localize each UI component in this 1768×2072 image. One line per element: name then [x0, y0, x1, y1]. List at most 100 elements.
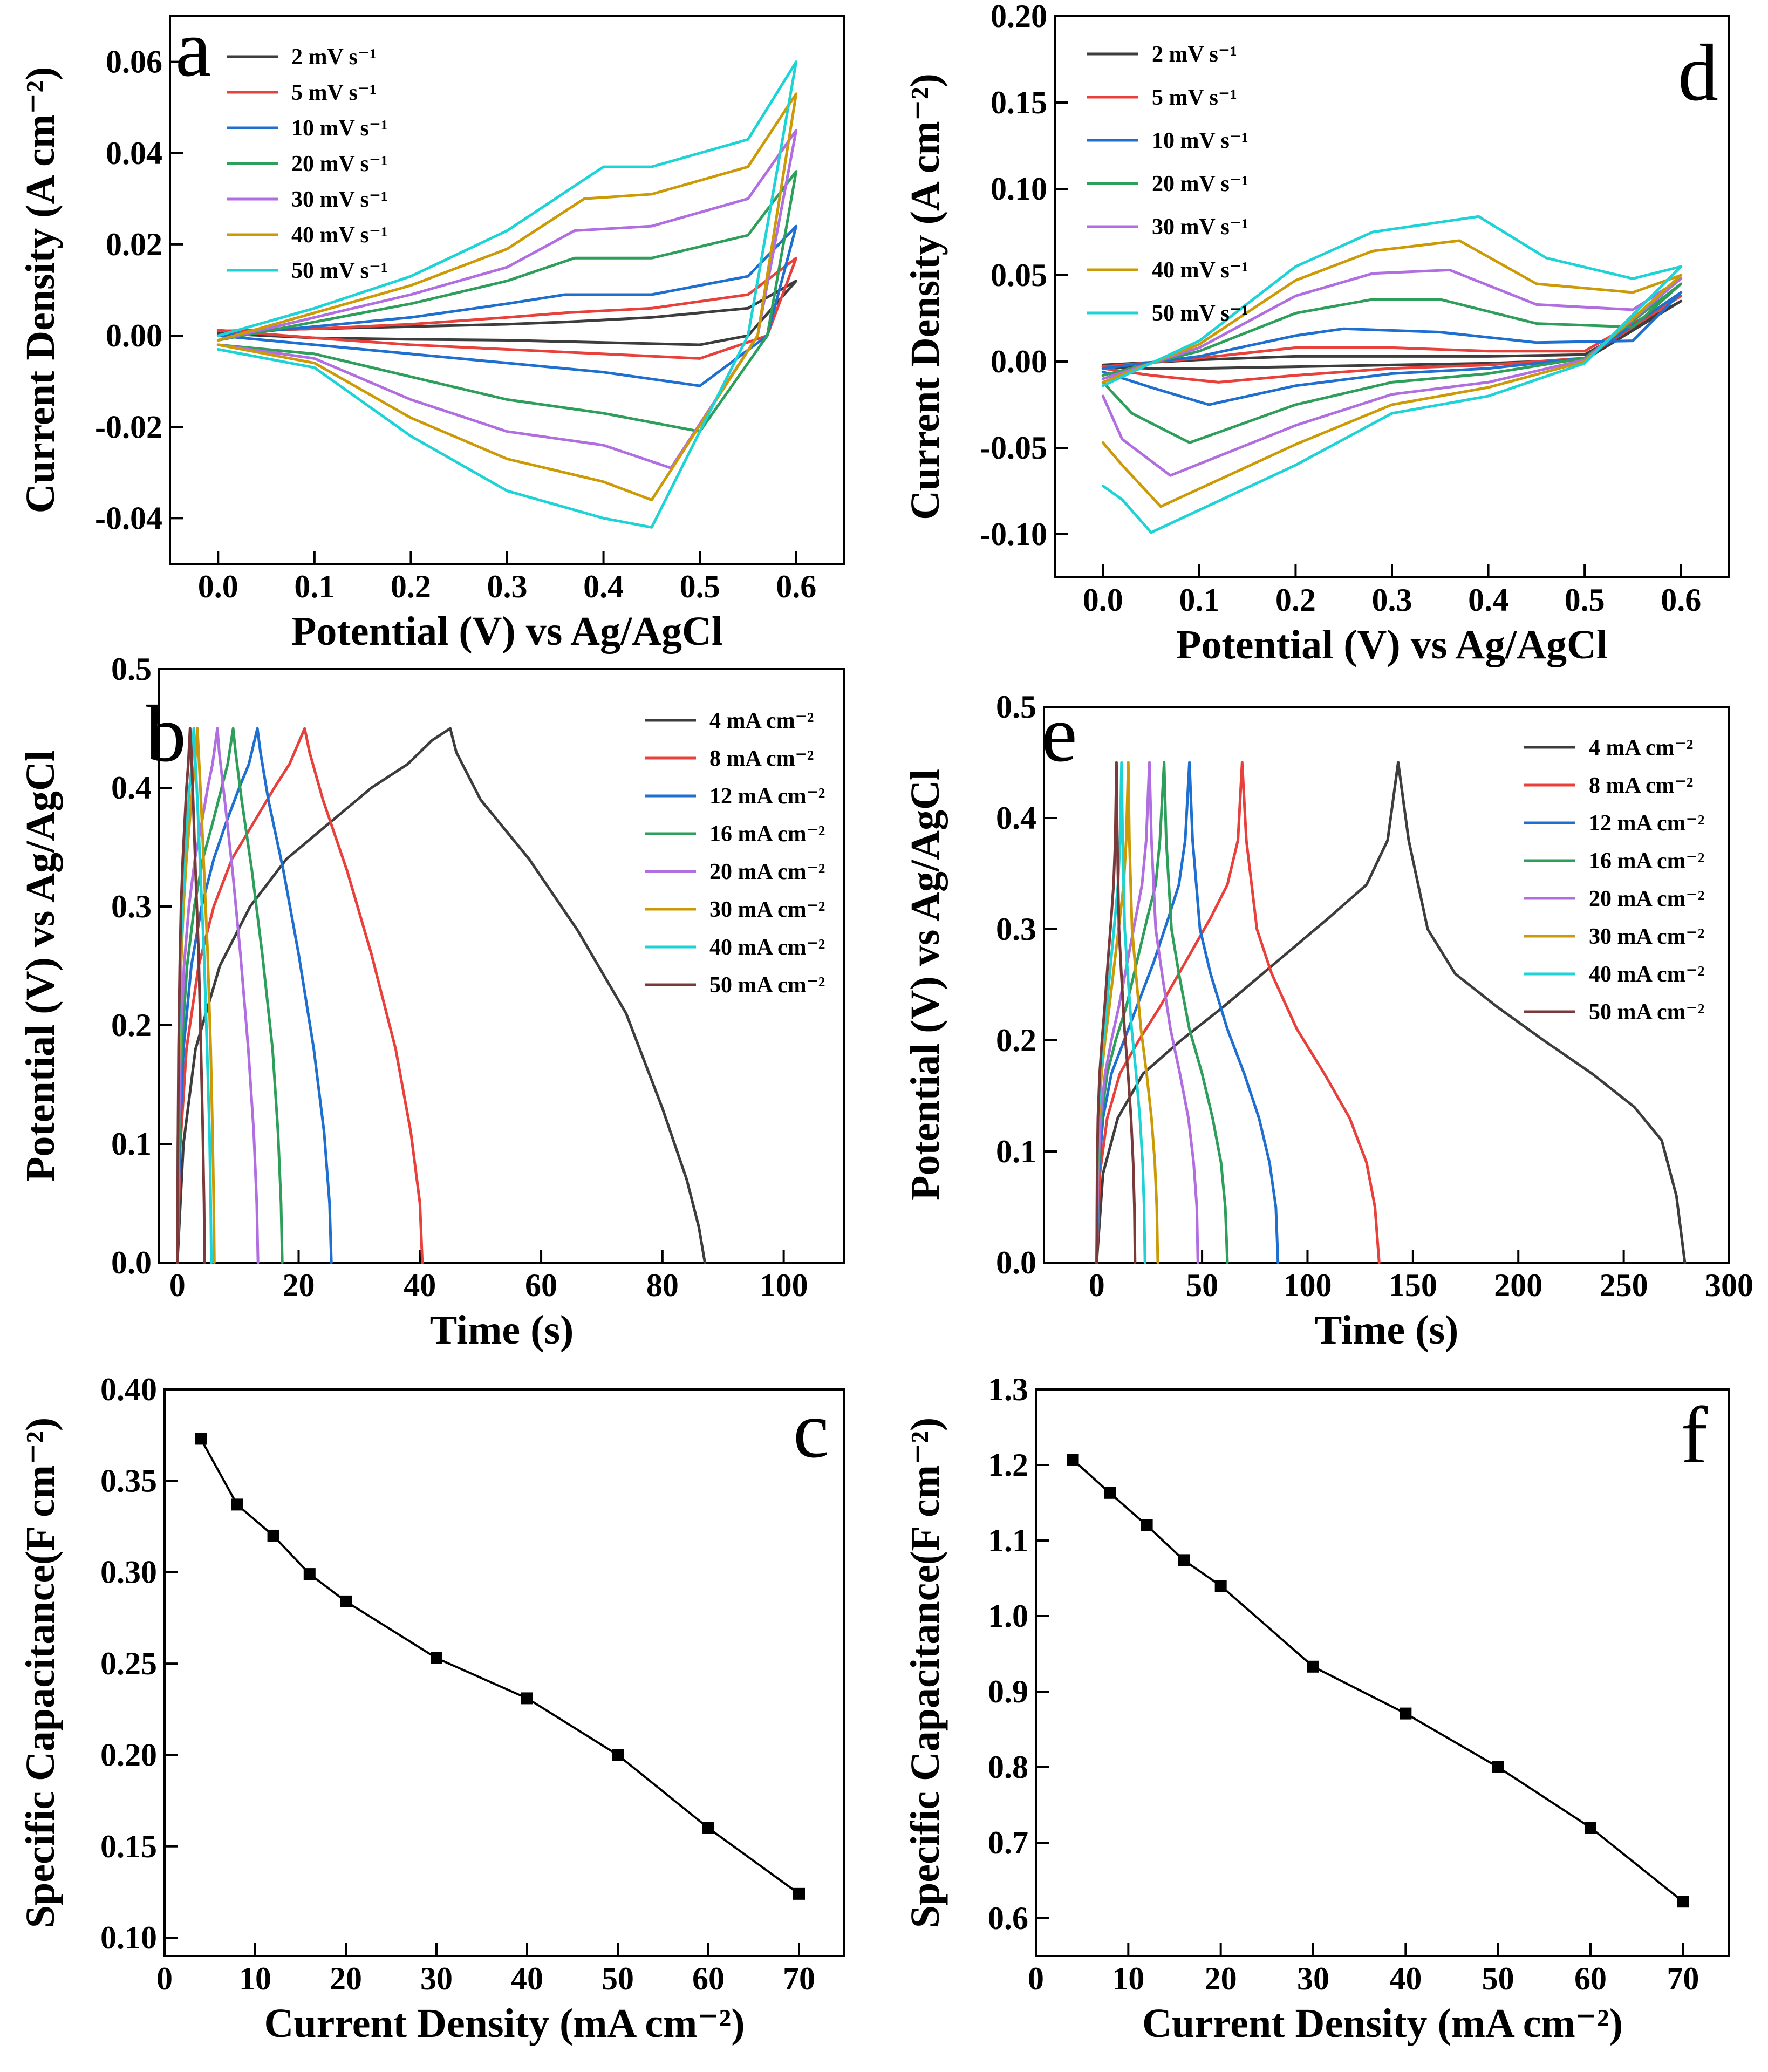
x-tick-label: 20	[282, 1267, 315, 1303]
x-tick-label: 0	[1028, 1961, 1044, 1996]
panel-c: 0 10 20 30 40 50 60 70 0.10 0.15 0.20 0.25 0.30 0.35 0…	[18, 1372, 845, 2046]
series-line-12-ma-cm	[176, 727, 333, 1264]
data-point	[303, 1568, 316, 1580]
panel-b: 0 20 40 60 80 100 0.0 0.1 0.2 0.3 0.4 0.5 Time (s) Po…	[18, 651, 845, 1353]
plot-frame	[163, 1388, 845, 1957]
plot-frame	[169, 15, 845, 565]
x-tick-label: 40	[1389, 1961, 1422, 1996]
series-line-specific-capacitance	[200, 1437, 800, 1895]
y-tick-label: 0.0	[111, 1245, 152, 1280]
x-tick-label: 0.6	[776, 569, 816, 604]
y-tick-label: 0.20	[100, 1737, 157, 1773]
x-tick-label: 100	[760, 1267, 808, 1303]
x-axis-title: Time (s)	[430, 1307, 574, 1353]
x-tick-label: 0.0	[1083, 582, 1123, 618]
y-tick-label: 0.00	[991, 344, 1047, 379]
series-line-12-ma-cm	[1095, 761, 1280, 1264]
series-line-4-ma-cm	[1095, 761, 1687, 1264]
series-line-20-ma-cm	[1095, 761, 1199, 1264]
data-point	[231, 1498, 243, 1511]
y-axis-title: Potential (V) vs Ag/AgCl	[18, 750, 63, 1182]
x-tick-label: 60	[525, 1267, 557, 1303]
series-line-30-mv-s	[1101, 268, 1683, 477]
y-tick-label: 0.8	[988, 1749, 1028, 1785]
x-tick-label: 30	[420, 1961, 453, 1996]
series-line-10-mv-s	[216, 224, 798, 387]
plot-frame	[158, 668, 845, 1264]
y-tick-label: 0.06	[106, 44, 162, 80]
legend-label: 20 mA cm⁻²	[709, 860, 825, 884]
legend-label: 50 mA cm⁻²	[709, 973, 825, 998]
y-tick-label: 0.00	[106, 318, 162, 353]
y-axis-title: Specific Capacitance(F cm⁻²)	[903, 1417, 948, 1928]
y-axis-title: Potential (V) vs Ag/AgCl	[903, 769, 948, 1201]
data-point	[702, 1822, 714, 1834]
y-tick-label: 0.05	[991, 257, 1047, 293]
series-line-20-mv-s	[1101, 282, 1683, 444]
legend-label: 16 mA cm⁻²	[709, 822, 825, 847]
x-tick-label: 50	[1186, 1267, 1218, 1303]
legend-label: 20 mV s⁻¹	[291, 152, 388, 176]
legend-label: 16 mA cm⁻²	[1589, 849, 1704, 874]
legend-label: 30 mA cm⁻²	[1589, 924, 1704, 949]
legend-label: 2 mV s⁻¹	[1152, 42, 1237, 67]
y-tick-label: 0.0	[996, 1245, 1036, 1280]
x-axis-title: Current Density (mA cm⁻²)	[264, 2001, 745, 2046]
y-tick-label: 0.02	[106, 227, 162, 262]
data-point	[612, 1749, 624, 1761]
x-axis-title: Potential (V) vs Ag/AgCl	[291, 609, 723, 654]
series-line-specific-capacitance	[1071, 1458, 1684, 1903]
y-tick-label: 1.2	[988, 1447, 1028, 1483]
x-tick-label: 60	[692, 1961, 725, 1996]
x-tick-label: 0.2	[391, 569, 431, 604]
data-point	[1677, 1896, 1689, 1908]
legend-label: 40 mV s⁻¹	[291, 223, 388, 248]
x-tick-label: 70	[783, 1961, 815, 1996]
x-tick-label: 10	[239, 1961, 271, 1996]
x-tick-label: 0	[156, 1961, 173, 1996]
series-line-40-mv-s	[1101, 239, 1683, 508]
data-point	[1492, 1761, 1504, 1773]
y-tick-label: 0.15	[991, 85, 1047, 120]
x-tick-label: 60	[1574, 1961, 1607, 1996]
x-axis-title: Current Density (mA cm⁻²)	[1142, 2001, 1623, 2046]
legend-label: 12 mA cm⁻²	[1589, 811, 1704, 836]
legend-label: 50 mV s⁻¹	[291, 258, 388, 283]
y-tick-label: 0.10	[991, 171, 1047, 207]
panel-letter: d	[1678, 28, 1718, 118]
series-line-16-ma-cm	[176, 727, 284, 1264]
x-tick-label: 50	[602, 1961, 634, 1996]
series-line-20-ma-cm	[176, 727, 260, 1264]
y-tick-label: 0.3	[996, 911, 1036, 947]
series-line-4-ma-cm	[176, 727, 706, 1264]
y-tick-label: 0.4	[996, 800, 1036, 836]
series-line-20-mv-s	[216, 170, 798, 433]
plot-frame	[1043, 706, 1730, 1264]
series-line-50-mv-s	[216, 60, 798, 529]
series-line-50-mv-s	[1101, 215, 1683, 534]
legend-label: 40 mA cm⁻²	[709, 935, 825, 960]
x-axis-title: Time (s)	[1315, 1307, 1459, 1353]
legend-label: 10 mV s⁻¹	[291, 116, 388, 141]
y-tick-label: 0.04	[106, 135, 162, 171]
y-tick-label: 0.15	[100, 1829, 157, 1864]
series-line-2-mv-s	[216, 280, 798, 346]
x-tick-label: 0.0	[198, 569, 238, 604]
y-tick-label: 0.40	[100, 1372, 157, 1407]
legend-label: 4 mA cm⁻²	[1589, 735, 1693, 760]
legend-label: 12 mA cm⁻²	[709, 784, 825, 809]
data-point	[431, 1652, 442, 1664]
series-line-50-ma-cm	[176, 727, 206, 1264]
x-tick-label: 0	[1089, 1267, 1105, 1303]
x-tick-label: 10	[1112, 1961, 1144, 1996]
x-tick-label: 0.2	[1275, 582, 1316, 618]
x-tick-label: 0.5	[680, 569, 720, 604]
panel-e: 0 50 100 150 200 250 300 0.0 0.1 0.2 0.3 0.4 0.5 Time…	[903, 689, 1753, 1353]
panel-letter: e	[1041, 689, 1077, 779]
y-tick-label: 0.5	[996, 689, 1036, 725]
y-axis-title: Specific Capacitance(F cm⁻²)	[18, 1417, 63, 1928]
y-tick-label: 0.9	[988, 1674, 1028, 1709]
data-point	[1104, 1487, 1116, 1499]
series-line-50-ma-cm	[1095, 761, 1137, 1264]
